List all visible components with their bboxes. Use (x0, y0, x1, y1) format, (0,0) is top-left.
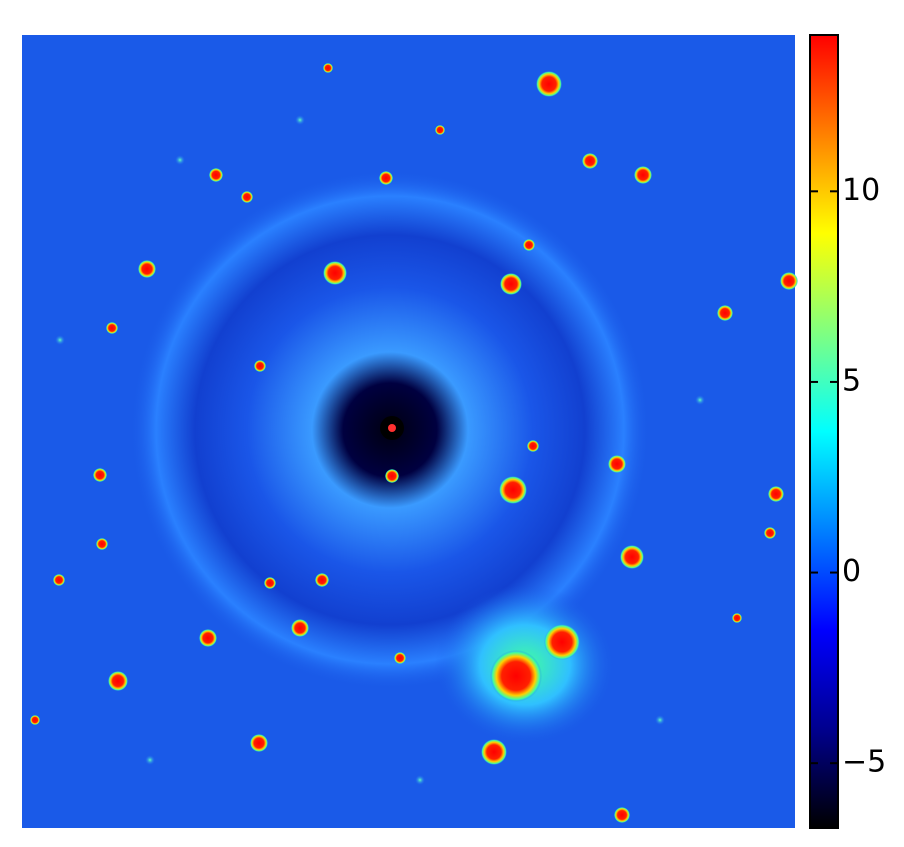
star (608, 455, 626, 473)
star (582, 153, 598, 169)
star (614, 807, 630, 823)
star (291, 619, 309, 637)
star (500, 273, 522, 295)
star (379, 171, 393, 185)
star (544, 624, 580, 660)
star (323, 261, 347, 285)
star (768, 486, 784, 502)
star (655, 715, 665, 725)
star (108, 671, 128, 691)
star (385, 469, 399, 483)
star (96, 538, 108, 550)
colorbar-tick-label: 5 (842, 363, 861, 398)
colorbar-tick-label: 10 (842, 173, 880, 208)
star (250, 734, 268, 752)
star (536, 71, 562, 97)
star (315, 573, 329, 587)
star (764, 527, 776, 539)
star (732, 613, 742, 623)
star (499, 476, 527, 504)
stars (30, 63, 798, 823)
colorbar-tick-label: 0 (842, 554, 861, 589)
star (717, 305, 733, 321)
central-star (388, 424, 396, 432)
star (241, 191, 253, 203)
image (22, 35, 798, 828)
star (106, 322, 118, 334)
star (199, 629, 217, 647)
star (435, 125, 445, 135)
colorbar (809, 34, 839, 829)
star (481, 739, 507, 765)
star (695, 395, 705, 405)
star (780, 272, 798, 290)
star (175, 155, 185, 165)
star (295, 115, 305, 125)
star (634, 166, 652, 184)
star (527, 440, 539, 452)
star (209, 168, 223, 182)
star (254, 360, 266, 372)
star (53, 574, 65, 586)
star (523, 239, 535, 251)
star (30, 715, 40, 725)
star (55, 335, 65, 345)
star (145, 755, 155, 765)
colorbar-tick-label: −5 (842, 745, 886, 780)
star (264, 577, 276, 589)
star (138, 260, 156, 278)
star (323, 63, 333, 73)
star (93, 468, 107, 482)
star (415, 775, 425, 785)
star (490, 650, 542, 702)
star (394, 652, 406, 664)
star (620, 545, 644, 569)
